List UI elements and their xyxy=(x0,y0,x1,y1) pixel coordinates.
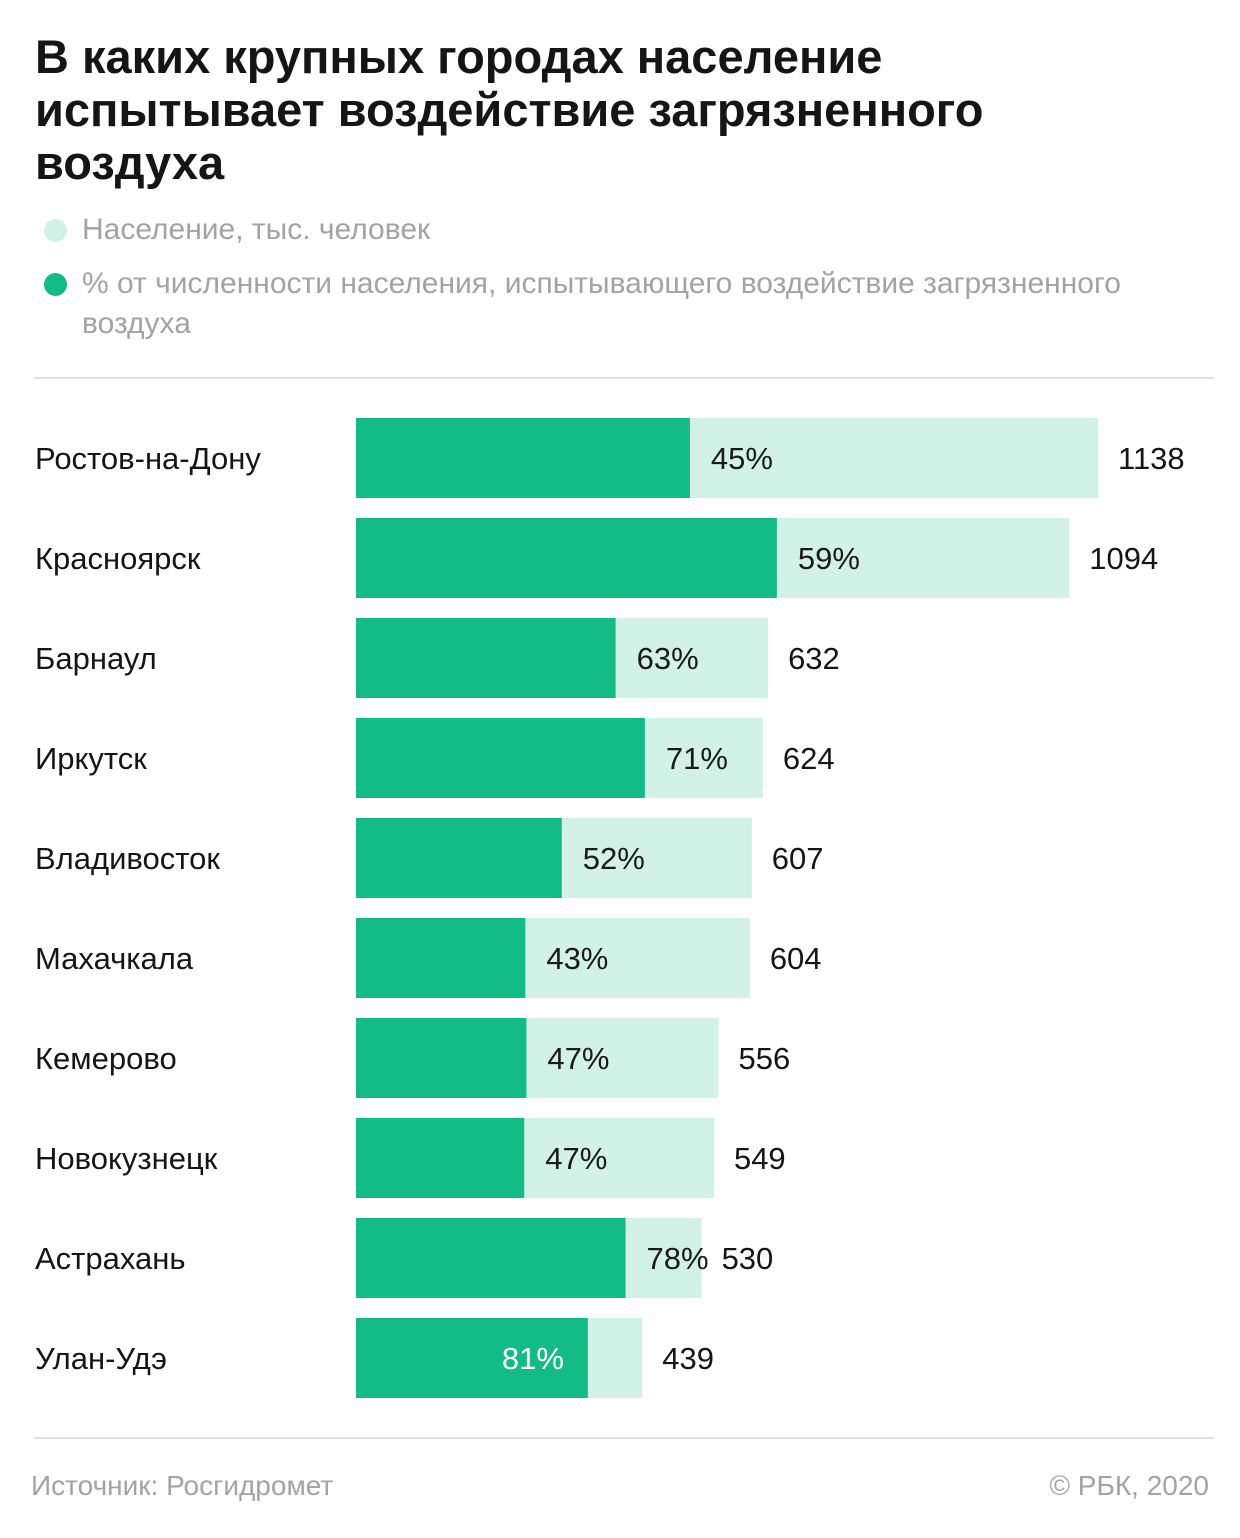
percent-bar xyxy=(356,418,690,498)
percent-label: 59% xyxy=(798,541,860,576)
value-label: 556 xyxy=(739,1041,791,1076)
percent-label: 71% xyxy=(666,741,728,776)
value-label: 624 xyxy=(783,741,835,776)
category-label: Ростов-на-Дону xyxy=(35,441,261,476)
category-label: Красноярск xyxy=(35,541,201,576)
value-label: 549 xyxy=(734,1141,786,1176)
percent-label: 43% xyxy=(546,941,608,976)
percent-bar xyxy=(356,1018,527,1098)
category-label: Улан-Удэ xyxy=(35,1341,167,1376)
chart-title: В каких крупных городах население испыты… xyxy=(35,30,984,189)
category-label: Барнаул xyxy=(35,641,157,676)
category-label: Владивосток xyxy=(35,841,220,876)
category-label: Кемерово xyxy=(35,1041,177,1076)
percent-bar xyxy=(356,1318,588,1398)
category-label: Астрахань xyxy=(35,1241,186,1276)
percent-label: 52% xyxy=(583,841,645,876)
value-label: 1138 xyxy=(1118,441,1185,476)
legend: Население, тыс. человек % от численности… xyxy=(40,210,1190,344)
legend-label-population: Население, тыс. человек xyxy=(82,213,431,246)
legend-swatch-percent xyxy=(44,273,67,296)
percent-bar xyxy=(356,618,616,698)
source-note: Источник: Росгидромет xyxy=(31,1470,334,1501)
percent-label: 45% xyxy=(711,441,773,476)
value-label: 607 xyxy=(772,841,824,876)
category-label: Махачкала xyxy=(35,941,194,976)
percent-label: 81% xyxy=(502,1341,564,1376)
value-label: 439 xyxy=(662,1341,714,1376)
value-label: 632 xyxy=(788,641,840,676)
legend-item-percent: % от численности населения, испытывающег… xyxy=(40,264,1190,344)
percent-bar xyxy=(356,818,562,898)
percent-bar xyxy=(356,718,645,798)
category-label: Иркутск xyxy=(35,741,147,776)
legend-item-population: Население, тыс. человек xyxy=(40,210,1190,250)
value-label: 1094 xyxy=(1089,541,1158,576)
percent-label: 63% xyxy=(637,641,699,676)
copyright-note: © РБК, 2020 xyxy=(1049,1470,1209,1501)
percent-bar xyxy=(356,518,777,598)
legend-label-percent: % от численности населения, испытывающег… xyxy=(82,267,1121,340)
percent-bar xyxy=(356,918,526,998)
percent-label: 78% xyxy=(647,1241,709,1276)
percent-bar xyxy=(356,1218,626,1298)
percent-label: 47% xyxy=(545,1141,607,1176)
bar-chart: Ростов-на-Дону 45% 1138 Красноярск 59% 1094 Ба… xyxy=(35,418,1185,1398)
value-label: 604 xyxy=(770,941,822,976)
percent-bar xyxy=(356,1118,525,1198)
percent-label: 47% xyxy=(547,1041,609,1076)
top-divider xyxy=(34,377,1214,379)
bottom-divider xyxy=(34,1437,1214,1439)
category-label: Новокузнецк xyxy=(35,1141,218,1176)
value-label: 530 xyxy=(722,1241,774,1276)
legend-swatch-population xyxy=(44,219,67,242)
